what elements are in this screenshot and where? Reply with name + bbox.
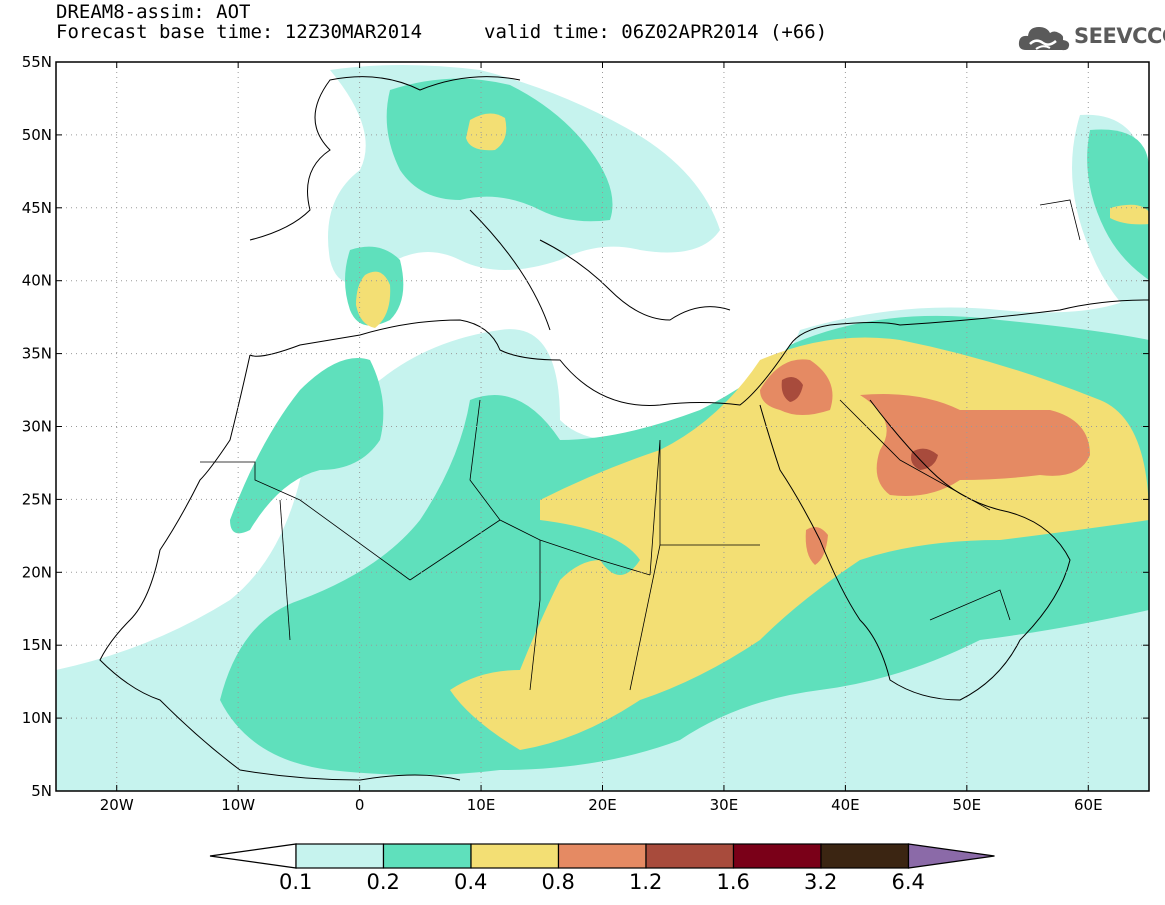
colorbar-label: 3.2 xyxy=(804,870,838,894)
aot-band-0.4 xyxy=(356,271,391,328)
colorbar-cell xyxy=(470,843,560,869)
colorbar-high-arrow xyxy=(907,843,995,869)
forecast-base-time: Forecast base time: 12Z30MAR2014 xyxy=(56,21,423,43)
axis-ticks: 55N 50N 45N 40N 35N 30N 25N 20N 15N 10N 5N 20W 10W 0 1… xyxy=(22,53,1149,814)
colorbar-low-arrow xyxy=(209,843,297,869)
lat-tick-label: 35N xyxy=(22,345,52,363)
colorbar-cell xyxy=(557,843,647,869)
aot-band-0.4 xyxy=(466,113,507,151)
colorbar-cell xyxy=(382,843,472,869)
lat-tick-label: 55N xyxy=(22,53,52,71)
aot-band-0.8 xyxy=(860,394,1090,496)
colorbar xyxy=(209,843,995,869)
lon-tick-label: 10E xyxy=(467,796,496,814)
aot-band-0.2 xyxy=(386,78,613,222)
lat-tick-label: 10N xyxy=(22,709,52,727)
colorbar-label: 1.6 xyxy=(716,870,750,894)
colorbar-cell xyxy=(732,843,822,869)
lat-tick-label: 15N xyxy=(22,636,52,654)
lat-tick-label: 30N xyxy=(22,418,52,436)
lat-tick-label: 5N xyxy=(31,782,52,800)
aot-band-0.8 xyxy=(805,526,828,565)
colorbar-label: 0.1 xyxy=(279,870,313,894)
colorbar-label: 6.4 xyxy=(891,870,925,894)
colorbar-cell xyxy=(820,843,910,869)
lon-tick-label: 30E xyxy=(710,796,739,814)
grid-lines xyxy=(56,62,1149,791)
lon-tick-label: 40E xyxy=(831,796,860,814)
aot-band-1.2 xyxy=(781,376,803,402)
colorbar-label: 0.8 xyxy=(541,870,575,894)
colorbar-label: 0.2 xyxy=(366,870,400,894)
title-line-1: DREAM8-assim: AOT xyxy=(56,1,251,23)
lon-tick-label: 50E xyxy=(953,796,982,814)
aot-band-0.2 xyxy=(1087,129,1149,280)
colorbar-label: 0.4 xyxy=(454,870,488,894)
lon-tick-label: 0 xyxy=(355,796,365,814)
lon-tick-label: 10W xyxy=(221,796,255,814)
aot-map: 55N 50N 45N 40N 35N 30N 25N 20N 15N 10N 5N 20W 10W 0 1… xyxy=(22,53,1150,814)
lon-tick-label: 20E xyxy=(588,796,617,814)
aot-band-0.2 xyxy=(230,358,384,534)
lon-tick-label: 60E xyxy=(1074,796,1103,814)
colorbar-cell xyxy=(645,843,735,869)
lat-tick-label: 20N xyxy=(22,563,52,581)
aot-band-1.2 xyxy=(911,448,938,470)
seevccc-logo: SEEVCCC xyxy=(1016,18,1165,62)
lat-tick-label: 25N xyxy=(22,490,52,508)
lat-tick-label: 50N xyxy=(22,126,52,144)
logo-text: SEEVCCC xyxy=(1074,24,1165,48)
lon-tick-label: 20W xyxy=(100,796,134,814)
valid-time: valid time: 06Z02APR2014 (+66) xyxy=(484,21,828,43)
lat-tick-label: 40N xyxy=(22,272,52,290)
colorbar-label: 1.2 xyxy=(629,870,663,894)
cloud-icon xyxy=(1018,27,1070,51)
aot-band-0.4 xyxy=(1110,204,1149,225)
colorbar-cell xyxy=(295,843,385,869)
aot-field xyxy=(56,65,1149,791)
lat-tick-label: 45N xyxy=(22,199,52,217)
